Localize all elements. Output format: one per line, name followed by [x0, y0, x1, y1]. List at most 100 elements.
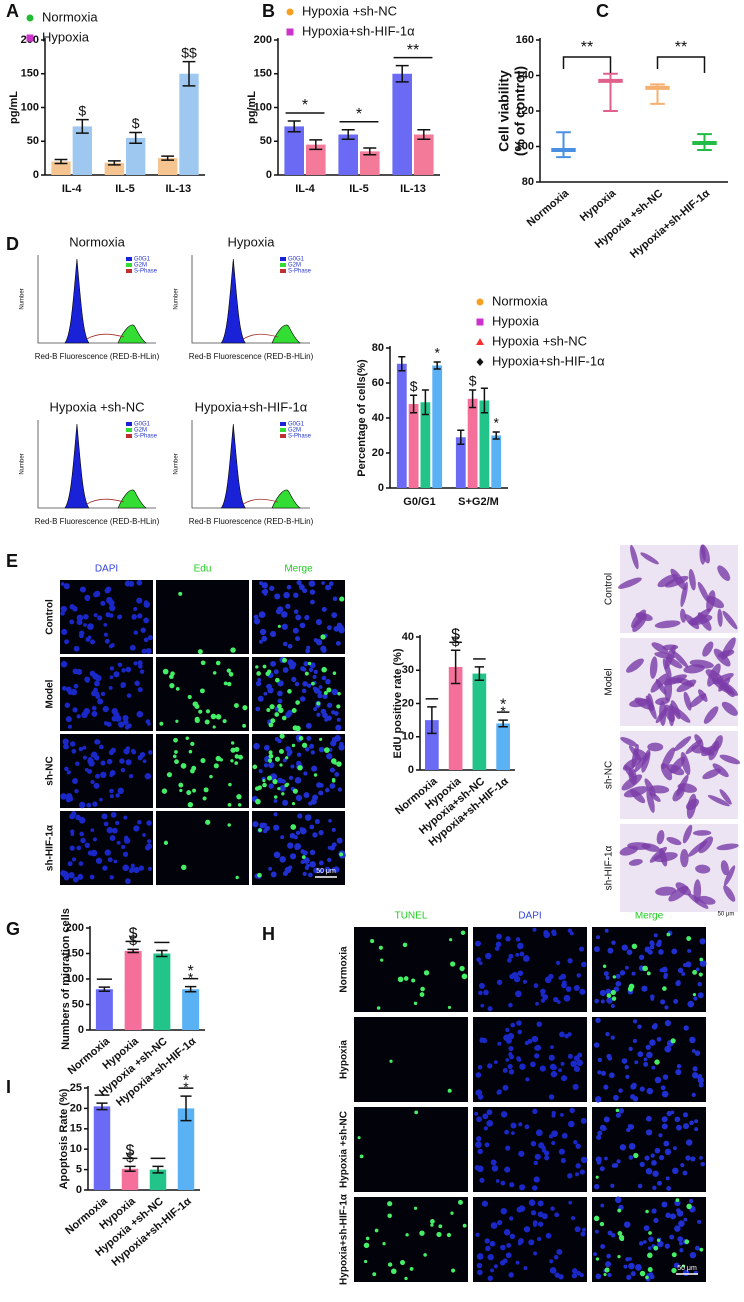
cell [162, 668, 169, 675]
cell [63, 583, 70, 590]
cell [500, 1111, 508, 1118]
cell [87, 623, 94, 630]
y-tick-label: 10 [402, 731, 414, 743]
cell [659, 848, 668, 867]
cell [603, 1272, 607, 1277]
cell [654, 620, 681, 629]
significance-mark: * [183, 1079, 189, 1095]
cell [334, 772, 340, 777]
cell [324, 866, 331, 873]
cell [62, 738, 69, 745]
cell [573, 1065, 580, 1073]
cell [78, 816, 86, 824]
cell [646, 789, 655, 813]
cell [652, 1185, 657, 1190]
cell [575, 1163, 581, 1169]
cell [275, 608, 282, 615]
cell [621, 1058, 628, 1064]
cell [238, 754, 244, 760]
y-tick-label: 150 [66, 947, 84, 959]
cell [319, 783, 324, 788]
cell [530, 1210, 537, 1216]
cell [306, 645, 311, 650]
cell [660, 763, 673, 781]
cell [68, 871, 75, 879]
cell [567, 958, 573, 964]
cell [137, 663, 143, 669]
cell [302, 871, 307, 876]
cell [90, 779, 95, 785]
cell [560, 973, 567, 980]
y-tick-label: 15 [70, 1123, 82, 1135]
cell [575, 1172, 580, 1177]
cell [179, 788, 183, 793]
cell [296, 580, 302, 586]
cell [337, 787, 343, 792]
cell [524, 1124, 530, 1130]
cell [299, 622, 306, 629]
cell [558, 1148, 565, 1155]
cell [281, 792, 285, 796]
cell [61, 628, 68, 636]
cell [595, 1273, 602, 1280]
cell [291, 676, 297, 682]
cell [376, 1006, 381, 1010]
cell [363, 1259, 368, 1264]
bar [182, 989, 200, 1030]
cell [571, 1273, 578, 1279]
cell [534, 1045, 540, 1051]
cell [651, 1065, 656, 1070]
histogram-x-label: Red-B Fluorescence (RED-B-HLin) [35, 517, 160, 526]
cell [664, 704, 675, 723]
cell [336, 761, 342, 767]
cell [534, 1153, 541, 1160]
cell [230, 747, 236, 753]
cell [647, 1246, 652, 1250]
bar [158, 158, 178, 175]
cell [474, 1111, 479, 1116]
cell [690, 608, 712, 626]
cell [95, 857, 103, 864]
cell [423, 1253, 427, 1257]
g0g1-peak [64, 258, 90, 344]
cell [83, 708, 90, 715]
cell [688, 569, 696, 591]
cell [336, 717, 341, 722]
cell [74, 789, 79, 794]
cell [166, 772, 173, 778]
error-bar [161, 155, 175, 161]
cell [618, 577, 642, 589]
bar [179, 73, 199, 175]
cell [146, 843, 153, 850]
cell [689, 1120, 694, 1126]
cell [60, 660, 68, 668]
cell [378, 945, 383, 950]
cell [649, 656, 658, 679]
cell [94, 590, 101, 597]
cell [294, 777, 302, 784]
cell [689, 659, 714, 669]
cell [302, 667, 307, 672]
cell [548, 973, 554, 980]
cell [697, 581, 710, 603]
cell [143, 617, 149, 624]
cell [304, 865, 309, 871]
error-bar [152, 1165, 164, 1174]
s-phase [86, 333, 125, 340]
cell [650, 997, 655, 1001]
y-tick-label: 100 [21, 101, 39, 113]
cell [297, 813, 303, 819]
cell [61, 686, 67, 691]
cell [82, 745, 87, 750]
cell [721, 637, 736, 660]
cell [476, 957, 481, 962]
cell [285, 756, 289, 760]
cell [94, 680, 100, 687]
error-bar [341, 129, 355, 140]
cell [692, 969, 698, 975]
cell [277, 698, 283, 704]
cell [661, 1116, 668, 1123]
cell [104, 587, 111, 594]
g2m-peak [117, 489, 147, 509]
cell [639, 1161, 645, 1167]
